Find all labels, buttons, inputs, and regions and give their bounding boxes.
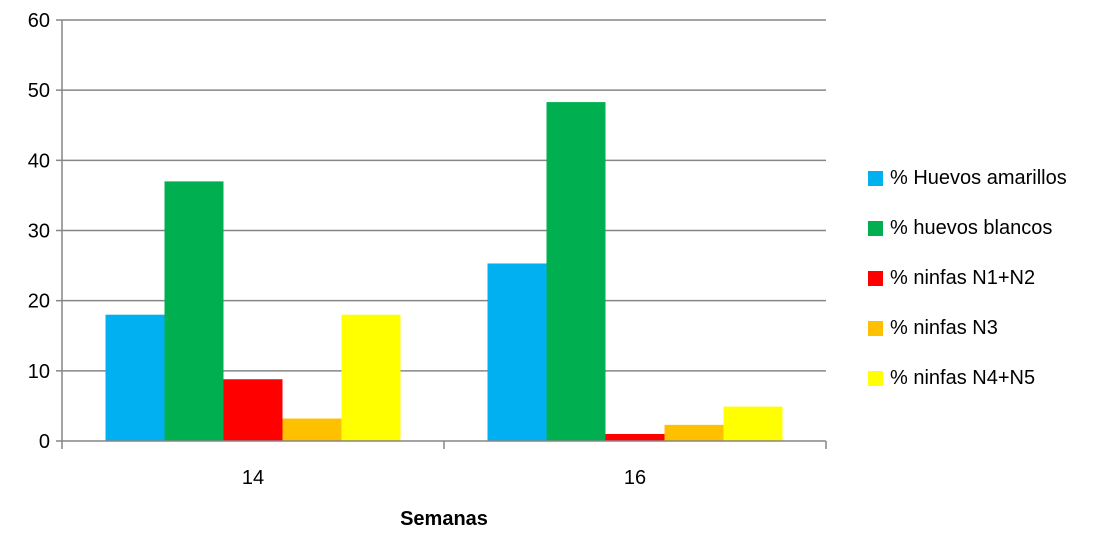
x-tick-label: 16 [624,467,646,489]
x-tick-label: 14 [242,467,264,489]
y-tick-label: 30 [28,221,50,243]
legend-label: % huevos blancos [890,217,1053,239]
bar [164,181,224,441]
legend-swatch [868,221,883,236]
bar [605,433,665,441]
y-tick-label: 10 [28,361,50,383]
legend-item: % Huevos amarillos [868,166,1067,191]
legend-item: % ninfas N3 [868,316,1067,341]
y-tick-label: 50 [28,80,50,102]
y-ticks: 0 10 20 30 40 50 60 [28,10,62,453]
legend-swatch [868,271,883,286]
legend-swatch [868,371,883,386]
bars [105,102,783,441]
legend-swatch [868,171,883,186]
legend-label: % Huevos amarillos [890,167,1067,189]
bar [546,102,606,441]
bar [223,379,283,441]
x-axis-title: Semanas [400,508,488,530]
legend-label: % ninfas N3 [890,317,998,339]
bar [487,263,547,441]
legend-label: % ninfas N4+N5 [890,367,1036,389]
y-tick-label: 40 [28,150,50,172]
bar [723,406,783,441]
x-ticks: 14 16 [61,441,827,489]
legend: % Huevos amarillos % huevos blancos % ni… [868,166,1067,416]
legend-label: % ninfas N1+N2 [890,267,1036,289]
bar [282,418,342,441]
bar [664,424,724,441]
y-tick-label: 0 [39,431,50,453]
legend-item: % huevos blancos [868,216,1067,241]
legend-item: % ninfas N1+N2 [868,266,1067,291]
legend-item: % ninfas N4+N5 [868,366,1067,391]
y-tick-label: 60 [28,10,50,32]
bar [105,314,165,441]
legend-swatch [868,321,883,336]
y-tick-label: 20 [28,291,50,313]
bar [341,314,401,441]
